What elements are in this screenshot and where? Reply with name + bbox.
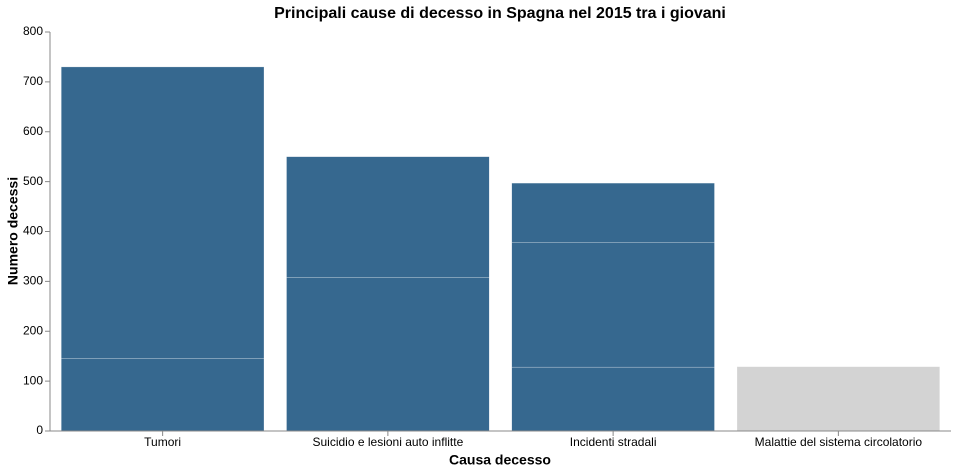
x-tick-label: Incidenti stradali xyxy=(570,435,657,449)
y-tick-label: 100 xyxy=(23,373,43,387)
y-tick-label: 300 xyxy=(23,274,43,288)
x-tick-label: Tumori xyxy=(144,435,181,449)
y-tick-label: 0 xyxy=(36,423,43,437)
x-tick-label: Suicidio e lesioni auto inflitte xyxy=(312,435,463,449)
bar-segment xyxy=(511,242,715,368)
y-tick-label: 500 xyxy=(23,174,43,188)
x-tick-label: Malattie del sistema circolatorio xyxy=(755,435,923,449)
bar-segment xyxy=(736,366,940,432)
y-tick-label: 400 xyxy=(23,224,43,238)
bar-segment xyxy=(511,366,715,432)
y-tick-label: 700 xyxy=(23,74,43,88)
chart-title: Principali cause di decesso in Spagna ne… xyxy=(274,5,726,22)
x-axis-title: Causa decesso xyxy=(449,452,551,468)
bar-segment xyxy=(286,277,490,432)
y-tick-label: 800 xyxy=(23,24,43,38)
bar-segment xyxy=(61,358,265,432)
bar-segment xyxy=(511,182,715,243)
y-tick-label: 200 xyxy=(23,323,43,337)
bar-segment xyxy=(61,66,265,359)
y-tick-label: 600 xyxy=(23,124,43,138)
bar-segment xyxy=(286,156,490,278)
y-axis-title: Numero decessi xyxy=(5,177,21,285)
